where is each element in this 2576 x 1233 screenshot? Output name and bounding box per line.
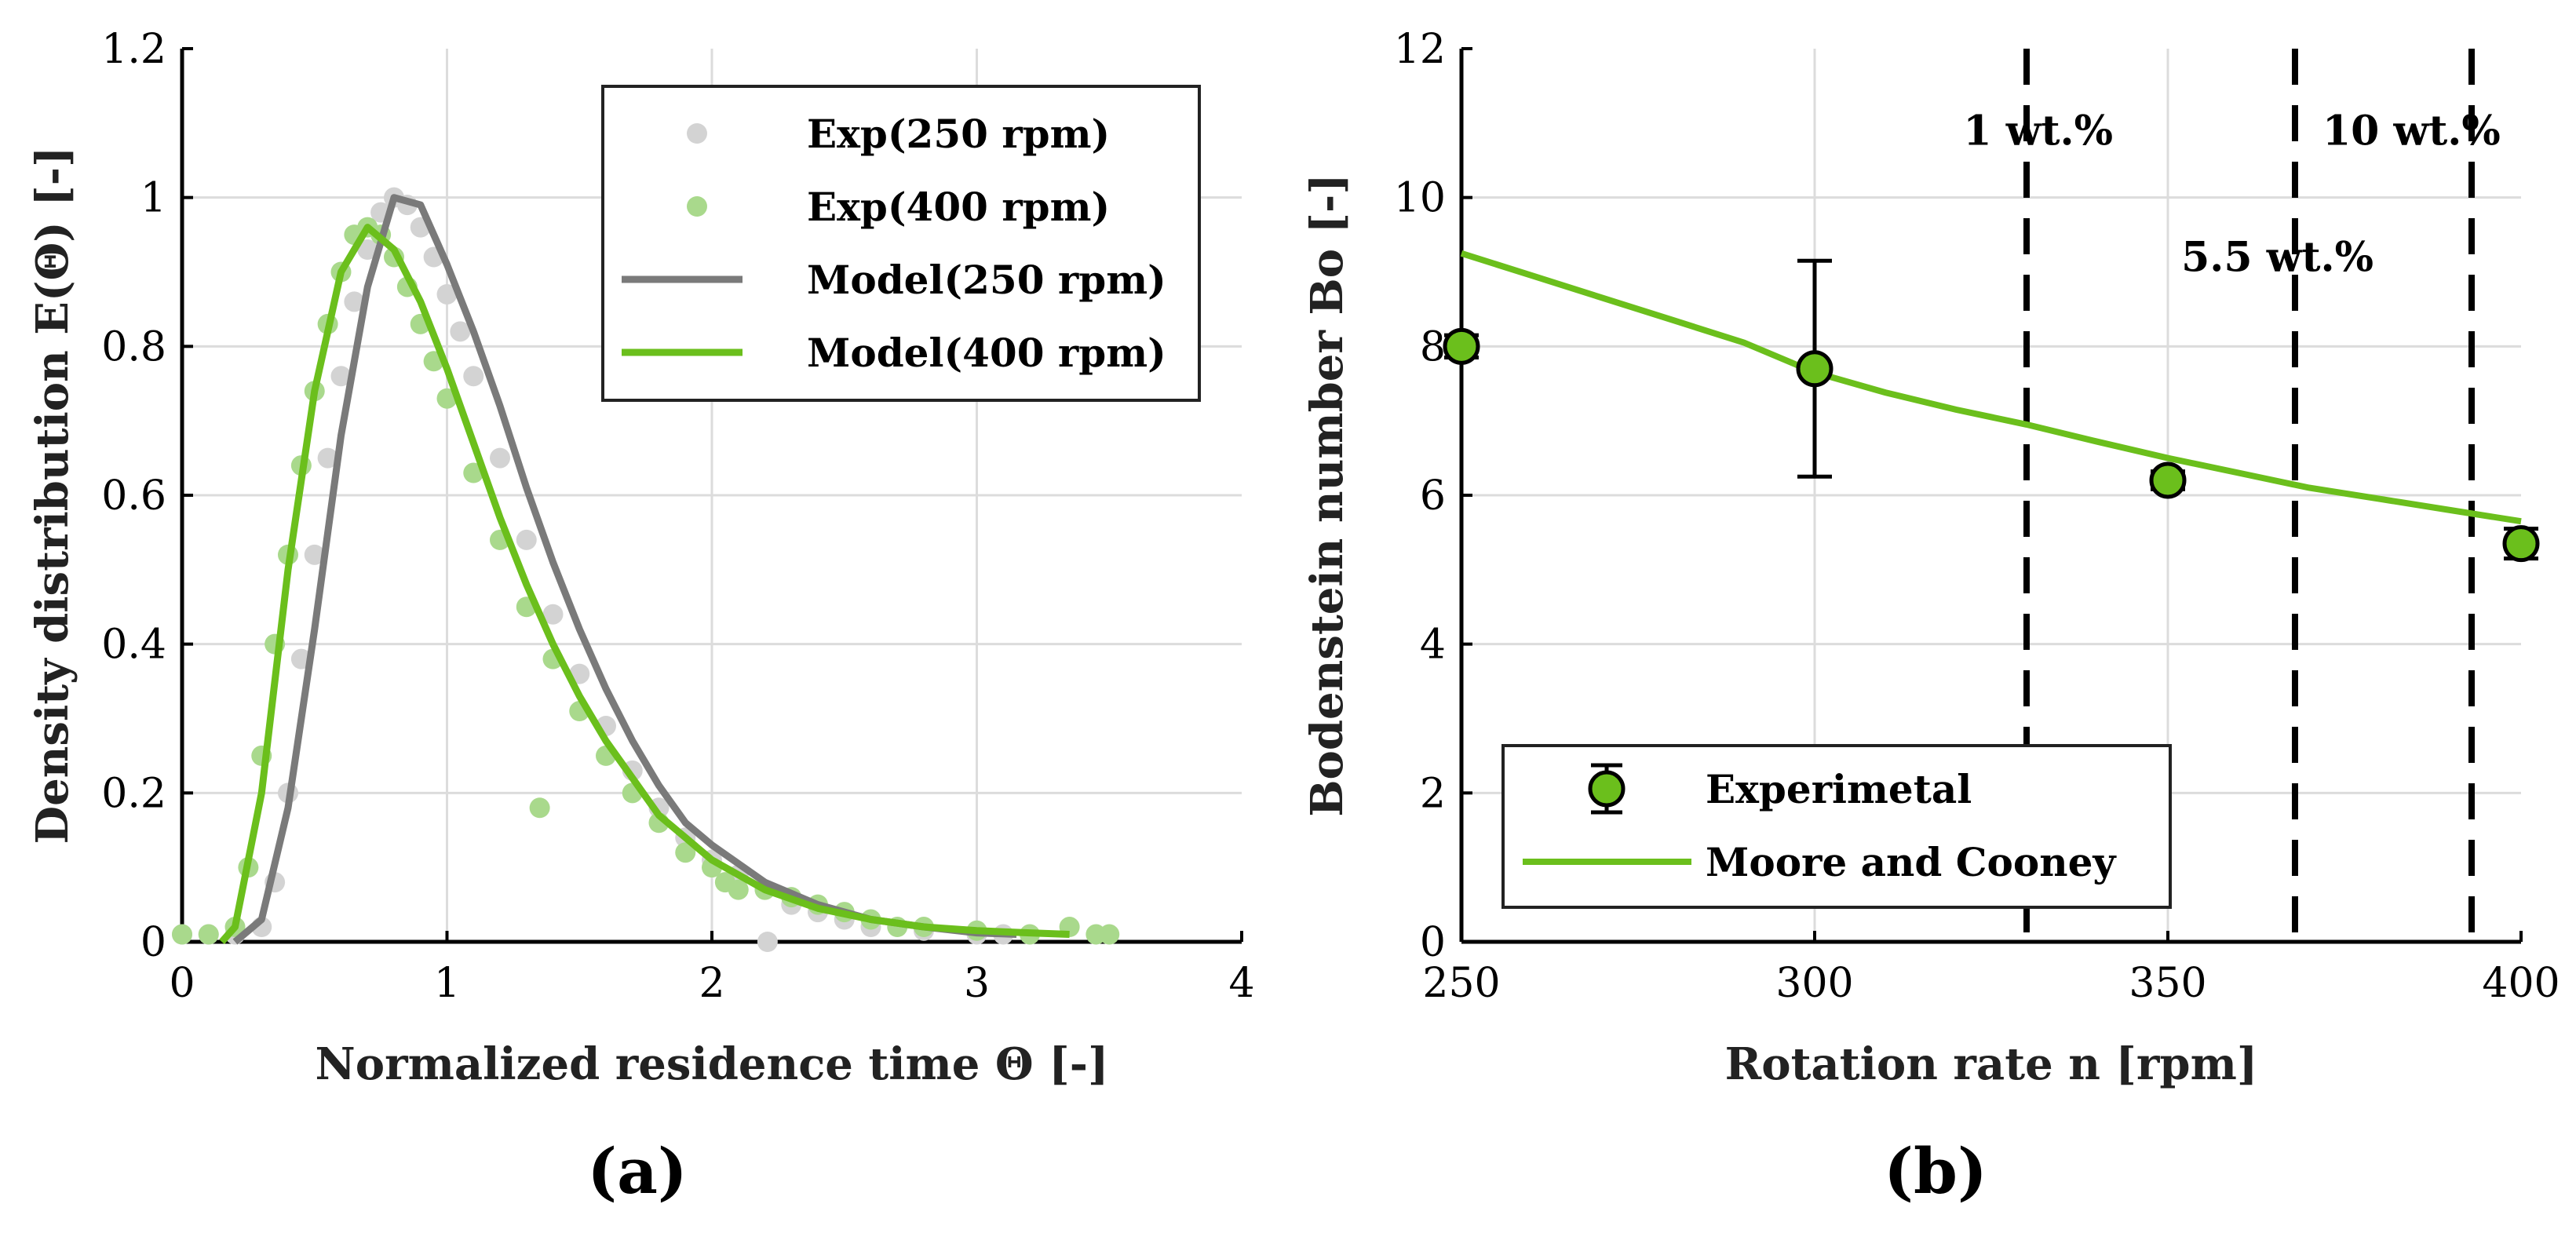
b-point-experimental [1796,350,1833,388]
b-ytick-label: 6 [1420,472,1446,520]
a-point-exp250 [542,604,564,625]
a-ylabel: Density distribution E(Θ) [-] [27,147,78,844]
a-xtick-label: 3 [964,960,990,1007]
a-point-exp250 [304,544,325,565]
a-point-exp400 [529,797,550,819]
a-legend-exp250-label: Exp(250 rpm) [807,111,1110,157]
b-ytick-label: 12 [1394,26,1446,73]
b-point-experimental [1443,327,1480,365]
b-ytick-label: 2 [1420,770,1446,817]
a-xtick-label: 4 [1228,960,1254,1007]
a-legend-exp400-label: Exp(400 rpm) [807,184,1110,230]
a-legend-exp250-marker [687,123,707,144]
a-point-exp250 [436,283,458,305]
a-ytick-label: 0.6 [101,472,166,520]
a-legend-model400-label: Model(400 rpm) [807,330,1166,376]
b-xtick-label: 300 [1775,960,1853,1007]
b-ytick-label: 4 [1420,622,1446,669]
b-ytick-label: 8 [1420,323,1446,370]
a-point-exp250 [317,447,338,469]
a-ytick-label: 1.2 [101,26,166,73]
b-vline-label-3: 10 wt.% [2322,107,2501,155]
a-point-exp250 [344,291,365,312]
a-point-exp250 [757,932,778,952]
a-line-model400 [219,224,1070,944]
a-ytick-label: 1 [140,175,166,222]
a-ytick-label: 0.8 [101,323,166,370]
a-xtick-label: 0 [169,960,195,1007]
b-ylabel: Bodenstein number Bo [-] [1301,173,1353,817]
b-xlabel: Rotation rate n [rpm] [1725,1038,2258,1090]
b-point-experimental [2502,525,2540,563]
a-point-exp400 [728,879,749,900]
a-caption: (a) [587,1134,688,1208]
a-point-exp400 [675,842,696,863]
a-point-exp250 [450,321,471,342]
a-point-exp250 [357,239,378,261]
b-legend-model-label: Moore and Cooney [1706,839,2117,885]
b-xtick-label: 400 [2482,960,2560,1007]
a-ytick-label: 0.4 [101,622,166,669]
b-ytick-label: 0 [1420,919,1446,966]
a-point-exp250 [490,447,510,469]
chart-a: 0 1 2 3 4 0 0.2 0.4 0.6 0.8 1 1.2 Exp(250 rpm) Exp(40… [27,26,1255,1208]
a-xlabel: Normalized residence time Θ [-] [316,1038,1109,1090]
a-xtick-label: 1 [434,960,460,1007]
b-line-moore-cooney [1460,250,2522,525]
a-xtick-label: 2 [699,960,724,1007]
b-legend-exp-marker [1588,770,1626,808]
b-ytick-label: 10 [1394,175,1446,222]
b-vline-label-2: 5.5 wt.% [2181,234,2373,282]
a-point-exp400 [172,924,192,945]
chart-b: 250 300 350 400 0 2 4 6 8 10 12 1 wt.% 5.5 wt.% 10 wt… [1301,26,2560,1208]
b-caption: (b) [1884,1134,1987,1208]
a-point-exp400 [198,924,219,945]
a-ytick-label: 0.2 [101,770,166,817]
b-legend-exp-label: Experimetal [1706,766,1972,812]
b-vline-label-1: 1 wt.% [1963,107,2113,155]
a-point-exp250 [516,529,537,550]
b-xtick-label: 250 [1422,960,1500,1007]
b-xtick-label: 350 [2129,960,2206,1007]
a-legend-model250-label: Model(250 rpm) [807,257,1166,303]
b-point-experimental [2149,461,2187,499]
a-ytick-label: 0 [140,919,166,966]
a-point-exp250 [330,366,352,387]
a-point-exp250 [463,366,484,387]
a-point-exp400 [1099,924,1120,945]
a-legend-exp400-marker [687,196,707,217]
